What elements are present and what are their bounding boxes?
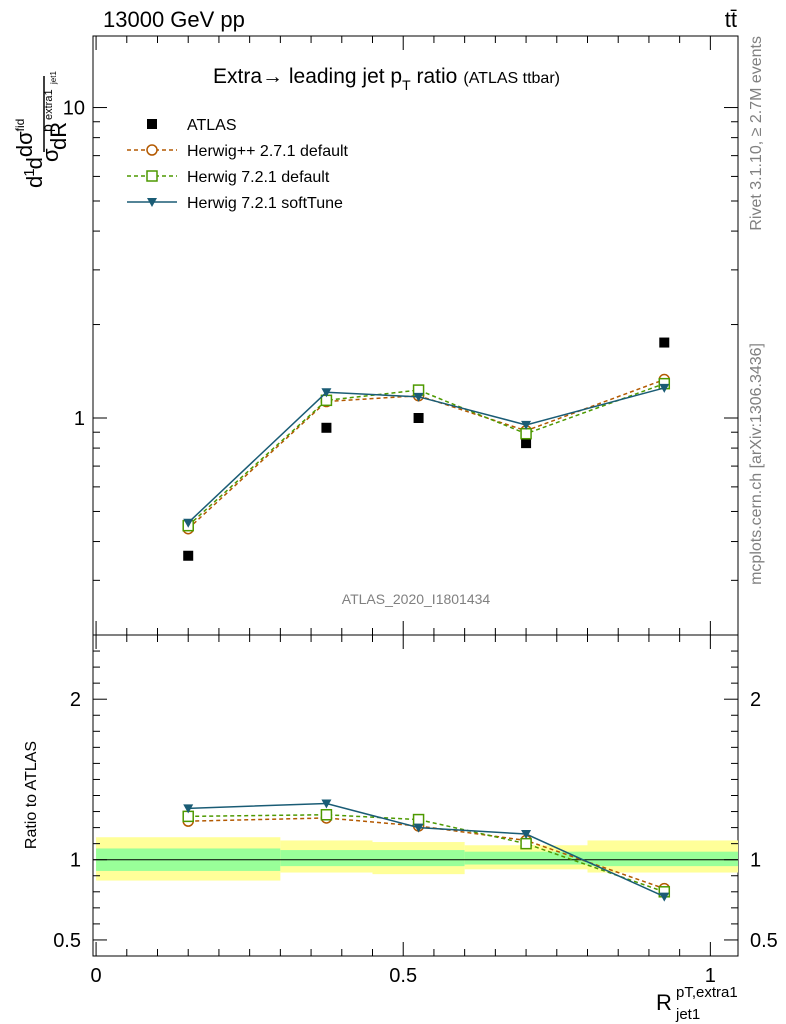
title-main: Extra xyxy=(213,65,262,88)
legend-label: Herwig++ 2.7.1 default xyxy=(187,143,349,160)
main-axis-ticks: 1 10 xyxy=(63,36,738,636)
ratio-plot-frame xyxy=(92,634,739,957)
main-point xyxy=(521,438,532,449)
ratio-series-line xyxy=(188,817,665,890)
ratio-point xyxy=(521,830,532,840)
main-y-tick-label: 1 xyxy=(74,408,85,430)
ratio-y-tick-label: 0.5 xyxy=(53,930,81,952)
main-point xyxy=(659,337,670,348)
ratio-inner-band xyxy=(280,850,373,867)
ratio-x-tick-label: 0.5 xyxy=(389,965,417,987)
main-series-line xyxy=(187,378,665,530)
ratio-plot-marks xyxy=(182,799,671,902)
svg-text:jet1: jet1 xyxy=(675,1006,700,1023)
ratio-point xyxy=(520,837,532,850)
main-y-axis-label: d1ddσfid σ p extra1 jet1 dR xyxy=(12,71,71,188)
main-point xyxy=(321,422,332,433)
ratio-x-tick-label: 1 xyxy=(705,965,716,987)
main-plot-marks xyxy=(182,337,671,561)
mcplots-label: mcplots.cern.ch [arXiv:1306.3436] xyxy=(748,343,765,585)
main-point xyxy=(413,392,424,402)
ratio-y-tick-label-right: 2 xyxy=(750,689,761,711)
main-y-extra1: extra1 xyxy=(43,89,55,120)
header-left-label: 13000 GeV pp xyxy=(103,7,245,32)
main-y-jet1: jet1 xyxy=(49,71,58,85)
ratio-point xyxy=(412,813,425,826)
ratio-y-tick-label: 1 xyxy=(70,850,81,872)
ratio-y-tick-label-right: 0.5 xyxy=(750,930,778,952)
main-y-tick-label: 10 xyxy=(63,98,85,120)
x-axis-label: R pT,extra1 jet1 xyxy=(656,984,738,1023)
title-mid: leading jet p xyxy=(283,65,402,88)
ratio-inner-band xyxy=(587,851,738,867)
ratio-y-tick-label-right: 1 xyxy=(750,850,761,872)
legend-label: ATLAS xyxy=(187,117,237,134)
main-point xyxy=(183,550,194,561)
title-sub: T xyxy=(402,77,411,93)
ratio-point xyxy=(659,892,670,902)
ratio-y-tick-label: 2 xyxy=(70,689,81,711)
svg-text:pT,extra1: pT,extra1 xyxy=(676,984,738,1001)
main-point xyxy=(321,388,332,398)
ratio-point xyxy=(413,823,424,833)
ratio-point xyxy=(183,804,194,814)
main-point xyxy=(183,518,194,528)
rivet-version-label: Rivet 3.1.10, ≥ 2.7M events xyxy=(748,36,765,231)
title-small: (ATLAS ttbar) xyxy=(463,70,560,87)
svg-text:R: R xyxy=(656,990,672,1015)
main-y-dR: dR xyxy=(46,122,71,150)
legend-label: Herwig 7.2.1 softTune xyxy=(187,195,343,212)
legend-marker xyxy=(147,119,157,129)
main-point xyxy=(521,420,532,430)
header-right-label: tt̄ xyxy=(725,7,737,32)
main-plot-title: Extra→ leading jet pT ratio (ATLAS ttbar) xyxy=(213,65,560,93)
ratio-y-axis-label: Ratio to ATLAS xyxy=(23,741,40,849)
main-point xyxy=(520,427,532,440)
ratio-point xyxy=(321,799,332,809)
ratio-axis-ticks: 0.5 0.5 1 1 2 2 0 0.5 1 xyxy=(53,635,778,987)
analysis-watermark: ATLAS_2020_I1801434 xyxy=(342,591,491,607)
legend-marker xyxy=(147,198,157,207)
main-series-line xyxy=(187,387,665,524)
legend: ATLAS Herwig++ 2.7.1 default Herwig 7.2.1 … xyxy=(127,117,349,212)
ratio-point xyxy=(320,809,333,821)
ratio-series-line xyxy=(188,814,665,893)
title-arrow: → xyxy=(262,65,283,88)
main-y-p: p xyxy=(39,124,55,132)
ratio-inner-band xyxy=(372,850,465,867)
svg-text:d1ddσfid: d1ddσfid xyxy=(12,119,47,188)
legend-label: Herwig 7.2.1 default xyxy=(187,169,330,186)
main-series-line xyxy=(187,382,665,527)
legend-marker xyxy=(146,144,158,156)
main-point xyxy=(413,413,424,424)
main-point xyxy=(659,383,670,393)
title-end: ratio xyxy=(411,65,458,88)
legend-marker xyxy=(146,170,158,182)
ratio-uncertainty-bands xyxy=(93,837,738,881)
ratio-x-tick-label: 0 xyxy=(91,965,102,987)
